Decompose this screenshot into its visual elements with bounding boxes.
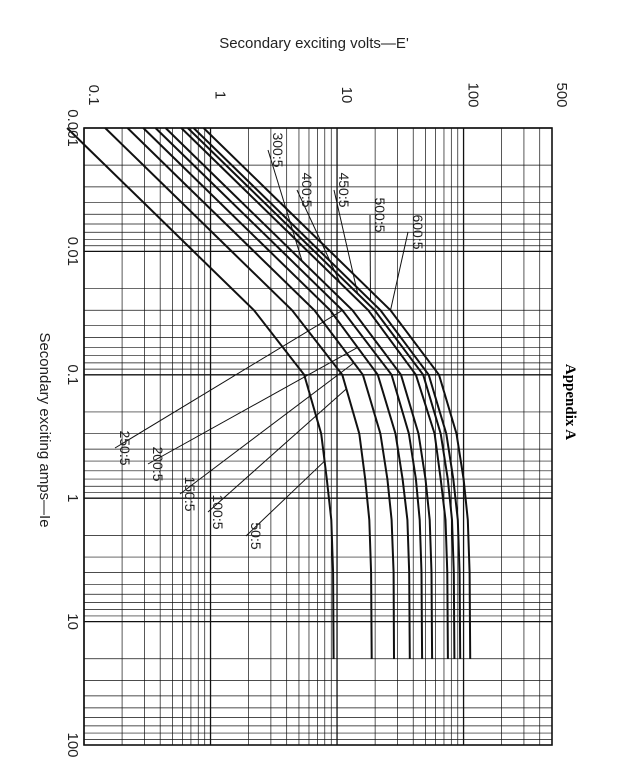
chart-curves [66, 127, 472, 659]
curve-label-250-5: 250:5 [117, 430, 133, 465]
curve-250-5 [154, 127, 424, 659]
x-tick-label: 0.01 [64, 237, 81, 266]
leader-150-5 [179, 362, 355, 495]
curve-label-150-5: 150:5 [182, 476, 198, 511]
x-tick-label: 1 [64, 494, 81, 502]
curve-label-100-5: 100:5 [210, 494, 226, 529]
curve-400-5 [180, 127, 449, 659]
x-tick-label: 10 [64, 613, 81, 630]
y-axis-label: Secondary exciting volts—E' [219, 35, 409, 52]
leader-600-5 [390, 231, 409, 311]
y-tick-label: 100 [465, 82, 482, 107]
x-tick-label: 100 [64, 732, 81, 757]
x-tick-label: 0.001 [64, 109, 81, 147]
tick-labels: 0.1 1 10 100 500 0.001 0.01 0.1 1 10 100 [64, 82, 570, 757]
curve-50-5 [66, 127, 335, 659]
x-axis-label: Secondary exciting amps—Ie [36, 332, 53, 527]
curve-150-5 [126, 127, 395, 659]
curve-200-5 [142, 127, 411, 659]
y-tick-label: 500 [553, 82, 570, 107]
curve-500-5 [192, 127, 462, 659]
curve-450-5 [187, 127, 456, 659]
x-tick-label: 0.1 [64, 364, 81, 385]
plot-frame [83, 127, 553, 746]
curve-labels: 300:5 400:5 450:5 500:5 600:5 250:5 200:5 150:5… [117, 132, 426, 549]
curve-label-200-5: 200:5 [150, 446, 166, 481]
leader-400-5 [296, 189, 341, 284]
curve-label-400-5: 400:5 [299, 172, 315, 207]
appendix-side-label: Appendix A [562, 364, 578, 440]
y-tick-label: 1 [212, 91, 229, 99]
leader-450-5 [333, 189, 359, 294]
leader-250-5 [114, 309, 343, 449]
leader-300-5 [267, 149, 303, 262]
curve-label-300-5: 300:5 [270, 132, 286, 167]
y-tick-label: 10 [338, 87, 355, 104]
label-leaders [114, 149, 409, 537]
curve-label-500-5: 500:5 [372, 197, 388, 232]
curve-100-5 [104, 127, 373, 659]
chart-grid [83, 127, 553, 746]
curve-label-450-5: 450:5 [336, 172, 352, 207]
y-tick-label: 0.1 [85, 85, 102, 106]
curve-300-5 [164, 127, 434, 659]
curve-label-600-5: 600:5 [410, 214, 426, 249]
leader-100-5 [207, 388, 347, 513]
leader-200-5 [147, 346, 358, 465]
curve-label-50-5: 50:5 [248, 522, 264, 549]
leader-50-5 [245, 460, 325, 537]
curve-600-5 [202, 127, 472, 659]
